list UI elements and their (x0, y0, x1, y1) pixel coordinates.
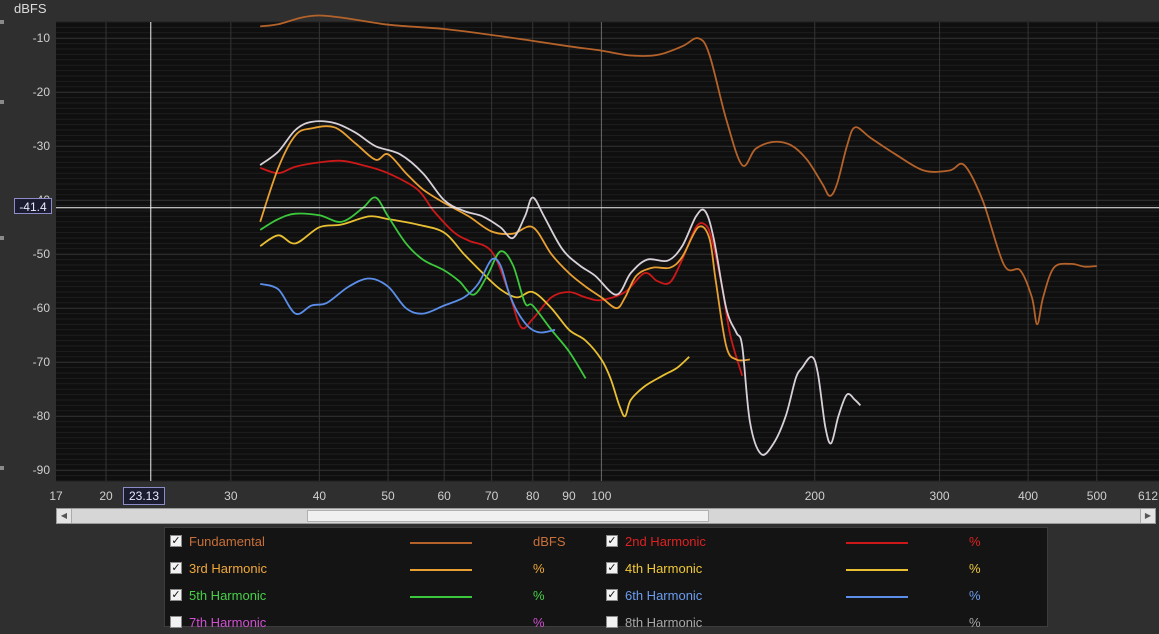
legend-unit: % (533, 561, 545, 576)
legend-item-fundamental[interactable]: ✓ Fundamental dBFS (165, 531, 595, 553)
legend-checkbox-5th-harmonic[interactable]: ✓ (170, 589, 182, 601)
legend-checkbox-3rd-harmonic[interactable]: ✓ (170, 562, 182, 574)
left-edge-tick (0, 466, 4, 470)
legend-panel: ✓ Fundamental dBFS ✓ 2nd Harmonic% ✓ 3rd Harmo… (164, 527, 1048, 630)
y-tick-label: -60 (33, 301, 51, 315)
legend-unit: % (969, 534, 981, 549)
y-tick-label: -20 (33, 85, 51, 99)
legend-item-4th-harmonic[interactable]: ✓ 4th Harmonic% (601, 558, 1031, 580)
x-tick-label: 17 (49, 489, 63, 503)
legend-checkbox-7th-harmonic[interactable] (170, 616, 182, 628)
left-edge-tick (0, 100, 4, 104)
y-tick-label: -30 (33, 139, 51, 153)
x-tick-label: 100 (591, 489, 611, 503)
checkmark-icon: ✓ (607, 535, 617, 547)
series-line-2nd-harmonic (259, 159, 744, 376)
legend-label: 6th Harmonic (625, 588, 703, 603)
legend-unit: % (533, 615, 545, 630)
checkmark-icon: ✓ (171, 589, 181, 601)
horizontal-scrollbar[interactable]: ◀ ▶ (56, 508, 1156, 524)
y-axis-unit-label: dBFS (14, 1, 47, 16)
series-line-5th-harmonic (259, 196, 587, 379)
legend-label: 5th Harmonic (189, 588, 267, 603)
left-edge-tick (0, 236, 4, 240)
harmonic-distortion-chart[interactable]: -10-20-30-40-50-60-70-80-901720304050607… (0, 0, 1159, 506)
checkmark-icon: ✓ (607, 562, 617, 574)
legend-swatch (846, 596, 908, 598)
legend-checkbox-6th-harmonic[interactable]: ✓ (606, 589, 618, 601)
checkmark-icon: ✓ (607, 589, 617, 601)
legend-label: 4th Harmonic (625, 561, 703, 576)
legend-item-6th-harmonic[interactable]: ✓ 6th Harmonic% (601, 585, 1031, 607)
x-tick-label: 50 (381, 489, 395, 503)
x-tick-label: 612 (1138, 489, 1158, 503)
legend-swatch (410, 596, 472, 598)
series-line-3rd-harmonic (259, 125, 750, 362)
left-edge-tick (0, 20, 4, 24)
scrollbar-thumb[interactable] (307, 510, 709, 522)
checkmark-icon: ✓ (171, 535, 181, 547)
checkmark-icon: ✓ (171, 562, 181, 574)
y-tick-label: -90 (33, 463, 51, 477)
x-tick-label: 90 (562, 489, 576, 503)
legend-label: 8th Harmonic (625, 615, 703, 630)
legend-swatch (410, 569, 472, 571)
legend-swatch (846, 569, 908, 571)
legend-unit: % (969, 561, 981, 576)
legend-unit: % (533, 588, 545, 603)
legend-item-2nd-harmonic[interactable]: ✓ 2nd Harmonic% (601, 531, 1031, 553)
legend-checkbox-8th-harmonic[interactable] (606, 616, 618, 628)
legend-checkbox-2nd-harmonic[interactable]: ✓ (606, 535, 618, 547)
x-tick-label: 200 (805, 489, 825, 503)
y-tick-label: -80 (33, 409, 51, 423)
series-line-total-thd (259, 120, 862, 456)
legend-unit: % (969, 588, 981, 603)
minor-grid (56, 21, 1159, 482)
legend-item-5th-harmonic[interactable]: ✓ 5th Harmonic% (165, 585, 595, 607)
legend-label: 7th Harmonic (189, 615, 267, 630)
x-tick-label: 30 (224, 489, 238, 503)
x-tick-label: 400 (1018, 489, 1038, 503)
x-tick-label: 40 (313, 489, 327, 503)
legend-label: Fundamental (189, 534, 265, 549)
legend-label: 3rd Harmonic (189, 561, 268, 576)
series-line-6th-harmonic (259, 257, 556, 334)
x-tick-label: 300 (930, 489, 950, 503)
legend-checkbox-fundamental[interactable]: ✓ (170, 535, 182, 547)
scroll-right-arrow-icon[interactable]: ▶ (1140, 509, 1155, 523)
x-tick-label: 20 (99, 489, 113, 503)
legend-swatch (410, 542, 472, 544)
cursor-x-readout: 23.13 (123, 487, 165, 505)
legend-checkbox-4th-harmonic[interactable]: ✓ (606, 562, 618, 574)
legend-swatch (846, 542, 908, 544)
plot-area[interactable] (56, 22, 1159, 481)
legend-item-8th-harmonic[interactable]: 8th Harmonic% (601, 612, 1031, 634)
legend-unit: dBFS (533, 534, 566, 549)
x-tick-label: 70 (485, 489, 499, 503)
legend-label: 2nd Harmonic (625, 534, 706, 549)
legend-item-7th-harmonic[interactable]: 7th Harmonic% (165, 612, 595, 634)
x-tick-label: 80 (526, 489, 540, 503)
series-line-4th-harmonic (259, 215, 690, 418)
legend-item-3rd-harmonic[interactable]: ✓ 3rd Harmonic% (165, 558, 595, 580)
x-tick-label: 500 (1087, 489, 1107, 503)
legend-unit: % (969, 615, 981, 630)
scroll-left-arrow-icon[interactable]: ◀ (57, 509, 72, 523)
y-tick-label: -70 (33, 355, 51, 369)
y-tick-label: -10 (33, 31, 51, 45)
x-tick-label: 60 (437, 489, 451, 503)
series-line-fundamental (260, 14, 1097, 326)
cursor-y-readout: -41.4 (14, 198, 52, 214)
y-tick-label: -50 (33, 247, 51, 261)
